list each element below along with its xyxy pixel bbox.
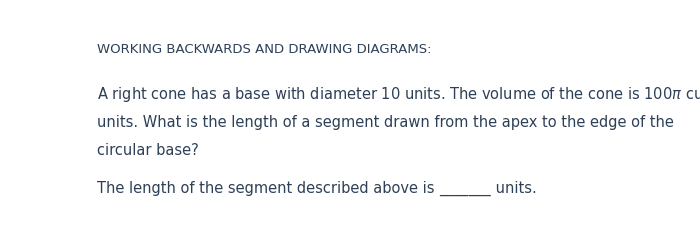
Text: units.: units.	[491, 181, 537, 196]
Text: The length of the segment described above is: The length of the segment described abov…	[97, 181, 440, 196]
Text: WORKING BACKWARDS AND DRAWING DIAGRAMS:: WORKING BACKWARDS AND DRAWING DIAGRAMS:	[97, 43, 432, 56]
Text: circular base?: circular base?	[97, 143, 199, 158]
Text: units. What is the length of a segment drawn from the apex to the edge of the: units. What is the length of a segment d…	[97, 115, 674, 130]
Text: _______: _______	[440, 181, 491, 196]
Text: A right cone has a base with diameter 10 units. The volume of the cone is $100\p: A right cone has a base with diameter 10…	[97, 85, 700, 104]
